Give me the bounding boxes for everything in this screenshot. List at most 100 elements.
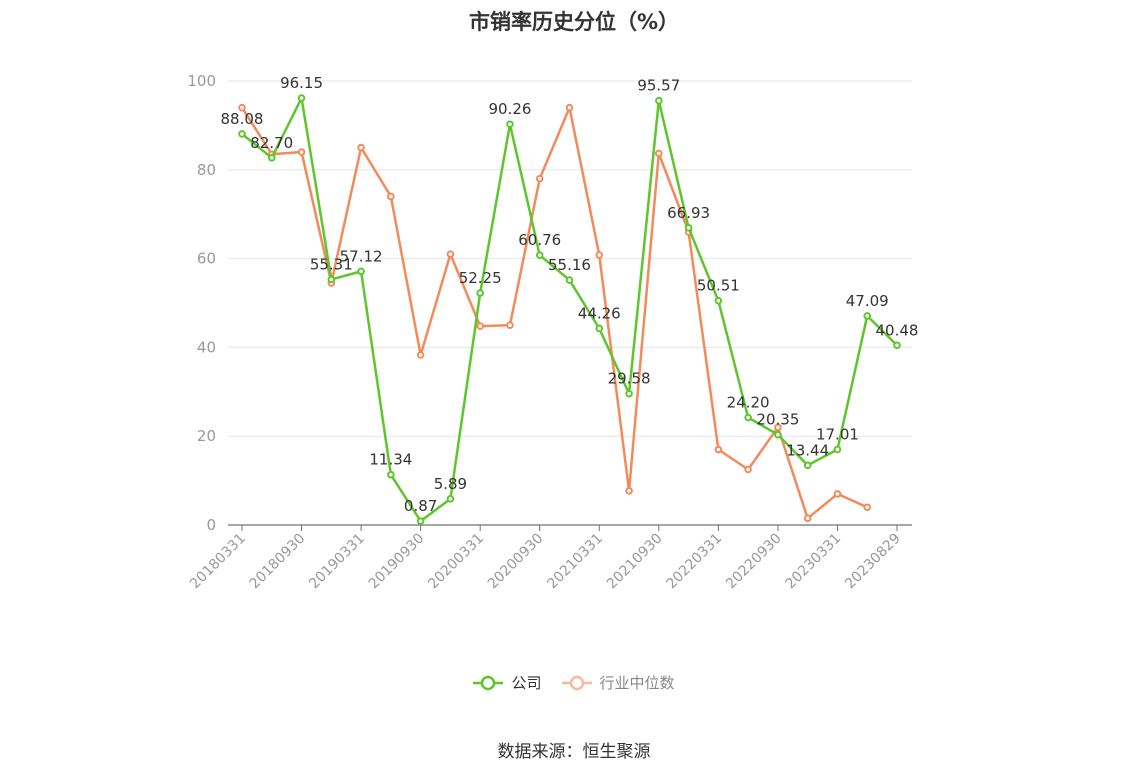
point-s1-9 [506,321,514,330]
legend-industry-icon [561,675,592,690]
point-s1-14 [655,149,663,158]
x-tick-label-20210331: 20210331 [544,531,606,593]
x-tick-label-20210930: 20210930 [604,531,666,593]
x-tick-label-20180930: 20180930 [247,531,309,593]
point-s0-8 [476,289,484,297]
point-s0-10 [535,251,544,260]
legend-company-icon [473,675,504,690]
x-tick-label-20200930: 20200930 [485,531,547,593]
x-tick-label-20220331: 20220331 [663,531,725,593]
grid-lines [228,80,912,437]
x-tick-label-20230829: 20230829 [842,531,904,593]
data-label-4: 57.12 [340,247,383,265]
data-label-21: 47.09 [846,292,889,310]
y-tick-label-0: 0 [206,516,216,534]
y-tick-label-80: 80 [197,161,216,179]
data-label-11: 55.16 [548,256,591,274]
legend-item-industry[interactable]: 行业中位数 [561,672,675,693]
chart-title: 市销率历史分位（%） [468,10,680,34]
point-s1-17 [744,465,752,474]
legend-item-company[interactable]: 公司 [473,672,542,693]
source-note: 数据来源：恒生聚源 [497,742,651,762]
point-s0-0 [238,130,246,138]
data-label-2: 96.15 [280,74,323,92]
point-s1-18 [774,423,782,432]
data-label-3: 55.31 [310,255,353,273]
point-s1-16 [714,445,723,454]
point-s0-6 [416,517,425,525]
point-s0-5 [387,470,395,479]
data-label-0: 88.08 [221,110,264,128]
point-s1-21 [863,503,872,512]
x-tick-label-20200331: 20200331 [425,531,487,593]
point-s1-7 [446,250,455,258]
point-s0-22 [893,341,901,350]
point-s1-6 [416,351,425,359]
point-s1-13 [625,487,633,495]
point-s0-12 [595,324,604,333]
point-s0-17 [744,413,752,422]
x-tick-labels: 2018033120180930201903312019093020200331… [187,531,904,593]
point-s1-10 [535,174,544,183]
x-tick-label-20190930: 20190930 [366,531,428,593]
point-s1-4 [357,143,365,152]
point-s0-18 [774,430,782,439]
data-label-14: 95.57 [637,77,680,95]
point-s0-20 [833,445,842,454]
data-label-16: 50.51 [697,277,740,295]
data-label-1: 82.70 [250,134,293,152]
point-s1-19 [803,514,812,523]
point-s0-3 [327,275,336,284]
point-s0-11 [565,276,574,284]
data-label-7: 5.89 [434,475,467,493]
data-label-8: 52.25 [459,269,502,287]
data-label-20: 17.01 [816,425,859,443]
data-label-18: 20.35 [756,411,799,429]
y-axis: 0 20 40 60 80 100 [187,72,216,534]
data-label-15: 66.93 [667,204,710,222]
y-tick-label-100: 100 [187,72,216,90]
data-label-22: 40.48 [876,321,919,339]
point-s0-2 [297,94,306,102]
legend-label-industry: 行业中位数 [599,674,675,692]
data-label-13: 29.58 [608,370,651,388]
point-s0-15 [684,224,693,232]
x-tick-label-20220930: 20220930 [723,531,785,593]
x-axis [228,524,912,531]
legend-label-company: 公司 [511,674,542,692]
data-label-17: 24.20 [727,394,770,412]
data-label-9: 90.26 [488,100,531,118]
series-line-1 [240,106,868,520]
point-s0-9 [506,120,514,129]
data-label-10: 60.76 [518,231,561,249]
point-s0-13 [625,389,633,398]
point-s1-12 [595,251,604,259]
point-s0-16 [714,296,723,305]
y-tick-label-20: 20 [197,427,216,445]
x-tick-label-20190331: 20190331 [306,531,368,593]
point-s1-8 [476,322,484,330]
point-s1-11 [565,103,574,112]
data-label-19: 13.44 [786,441,829,459]
point-s1-5 [387,192,395,201]
point-s1-20 [833,490,842,498]
x-tick-label-20230331: 20230331 [783,531,845,593]
y-tick-label-40: 40 [197,338,216,356]
point-s0-7 [446,495,455,503]
data-label-12: 44.26 [578,304,621,322]
point-s0-14 [655,96,663,105]
legend: 公司 行业中位数 [0,672,1148,693]
point-s1-2 [297,148,306,156]
data-label-5: 11.34 [369,451,412,469]
y-tick-label-60: 60 [197,250,216,268]
data-label-6: 0.87 [404,497,437,515]
point-s1-0 [238,103,246,112]
point-s0-4 [357,267,365,276]
series-lines [238,94,901,525]
point-s0-19 [803,461,812,470]
point-s0-21 [863,312,872,320]
x-tick-label-20180331: 20180331 [187,531,249,593]
point-s0-1 [267,154,276,162]
